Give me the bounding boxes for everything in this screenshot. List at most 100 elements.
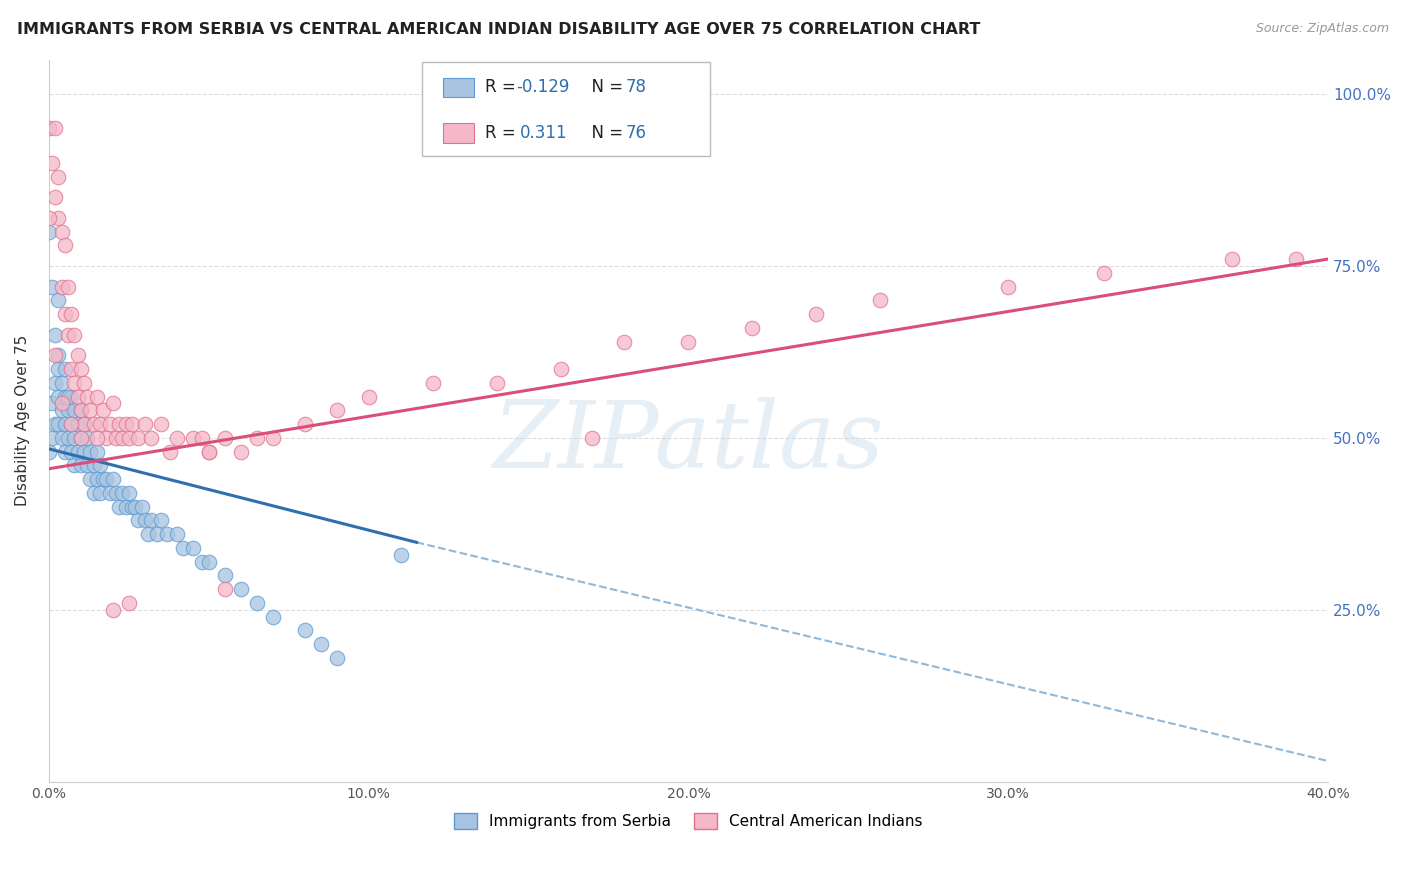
Text: 0.311: 0.311 [520,124,568,142]
Point [309,637,332,651]
Point [66,417,89,431]
Point [73,417,96,431]
Point [139,431,162,445]
Point [60,444,83,458]
Point [51,431,73,445]
Text: Source: ZipAtlas.com: Source: ZipAtlas.com [1256,22,1389,36]
Point [197,555,219,569]
Point [246,596,269,610]
Point [111,431,134,445]
Text: R =: R = [485,78,522,96]
Point [63,431,86,445]
Point [69,431,91,445]
Point [108,417,131,431]
Point [66,390,89,404]
Point [46,362,69,376]
Point [44,417,66,431]
Point [108,500,131,514]
Point [46,169,69,184]
Point [56,403,79,417]
Point [262,609,284,624]
Point [69,431,91,445]
Point [246,431,269,445]
Point [127,431,149,445]
Point [581,431,603,445]
Point [136,527,159,541]
Legend: Immigrants from Serbia, Central American Indians: Immigrants from Serbia, Central American… [449,807,929,836]
Point [98,486,121,500]
Text: N =: N = [581,78,628,96]
Point [191,431,214,445]
Point [44,348,66,362]
Point [53,238,76,252]
Point [325,403,347,417]
Text: 78: 78 [626,78,647,96]
Point [294,417,316,431]
Point [86,431,108,445]
Text: N =: N = [581,124,628,142]
Point [69,362,91,376]
Point [76,390,98,404]
Point [63,327,86,342]
Point [550,362,572,376]
Point [56,390,79,404]
Point [118,486,141,500]
Text: ZIPatlas: ZIPatlas [492,397,884,487]
Point [229,444,252,458]
Text: -0.129: -0.129 [516,78,569,96]
Point [73,444,96,458]
Point [124,500,146,514]
Point [73,376,96,390]
Point [101,603,124,617]
Point [197,444,219,458]
Point [91,472,114,486]
Point [44,376,66,390]
Point [997,279,1019,293]
Text: R =: R = [485,124,526,142]
Point [69,403,91,417]
Point [104,431,127,445]
Point [1285,252,1308,266]
Point [118,596,141,610]
Point [121,500,143,514]
Point [60,390,83,404]
Point [56,279,79,293]
Point [56,327,79,342]
Point [51,279,73,293]
Point [214,568,236,582]
Point [1092,266,1115,280]
Point [76,431,98,445]
Point [46,293,69,308]
Point [86,444,108,458]
Point [139,513,162,527]
Point [66,348,89,362]
Point [89,486,111,500]
Point [96,431,118,445]
Point [56,431,79,445]
Point [86,390,108,404]
Point [172,541,194,555]
Point [111,486,134,500]
Point [60,362,83,376]
Point [51,403,73,417]
Point [79,472,101,486]
Point [166,431,188,445]
Point [63,403,86,417]
Point [96,472,118,486]
Point [181,431,204,445]
Point [118,431,141,445]
Point [197,444,219,458]
Point [83,486,105,500]
Point [86,472,108,486]
Point [79,403,101,417]
Point [869,293,891,308]
Point [89,458,111,473]
Point [60,417,83,431]
Point [156,527,179,541]
Point [44,121,66,136]
Point [389,548,412,562]
Point [66,444,89,458]
Point [101,396,124,410]
Point [51,396,73,410]
Point [191,555,214,569]
